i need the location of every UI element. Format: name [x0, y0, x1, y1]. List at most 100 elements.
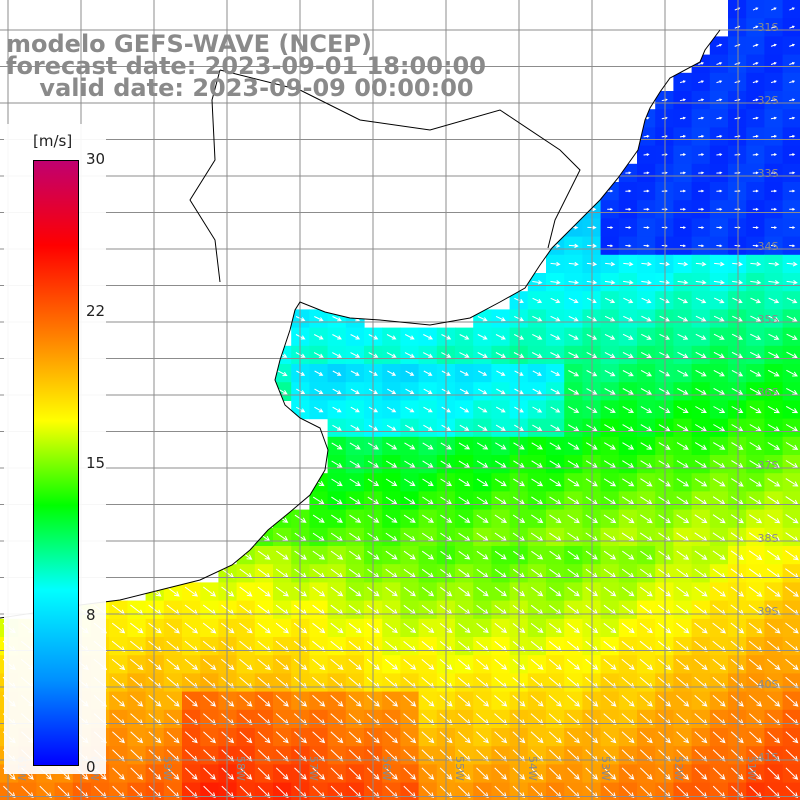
wind-arrow [694, 478, 708, 487]
wind-arrow [604, 406, 616, 413]
longitude-label: 56W [380, 756, 393, 781]
wind-arrow [332, 352, 343, 358]
wind-arrow [422, 478, 434, 487]
wind-arrow [713, 279, 725, 285]
wind-arrow [495, 442, 507, 450]
wind-arrow [621, 622, 635, 634]
wind-arrow [789, 7, 795, 11]
wind-arrow [698, 244, 705, 248]
wind-arrow [658, 767, 671, 780]
wind-arrow [550, 261, 561, 267]
wind-arrow [694, 514, 708, 524]
wind-arrow [494, 514, 507, 523]
wind-arrow [550, 297, 561, 304]
wind-arrow [789, 43, 796, 47]
wind-arrow [643, 189, 650, 193]
wind-arrow [331, 514, 343, 523]
wind-arrow [698, 171, 705, 175]
wind-arrow [312, 496, 325, 505]
wind-arrow [752, 153, 759, 156]
title-valid-date: valid date: 2023-09-09 00:00:00 [6, 74, 474, 102]
wind-arrow [275, 658, 290, 671]
wind-arrow [679, 116, 687, 120]
wind-arrow [661, 171, 668, 175]
wind-arrow [770, 43, 777, 47]
wind-arrow [567, 424, 580, 432]
wind-arrow [680, 207, 687, 211]
title-forecast-date: forecast date: 2023-09-01 18:00:00 [6, 52, 486, 80]
wind-arrow [404, 478, 416, 487]
wind-arrow [477, 406, 488, 413]
wind-arrow [770, 244, 778, 248]
wind-arrow [621, 731, 635, 744]
wind-arrow [313, 334, 324, 340]
wind-arrow [767, 731, 781, 744]
wind-arrow [786, 351, 798, 359]
wind-arrow [549, 514, 562, 524]
wind-arrow [494, 550, 507, 560]
wind-arrow [749, 478, 762, 487]
land-area [0, 0, 720, 618]
wind-arrow [603, 586, 617, 597]
wind-arrow [275, 622, 290, 634]
wind-arrow [568, 297, 579, 304]
wind-arrow [239, 731, 253, 744]
wind-arrow [752, 134, 759, 138]
wind-arrow [421, 586, 435, 597]
wind-arrow [731, 424, 744, 432]
wind-arrow [568, 261, 579, 267]
wind-arrow [386, 334, 397, 340]
wind-arrow [423, 370, 433, 376]
wind-arrow [661, 207, 668, 211]
wind-arrow [566, 659, 581, 670]
wind-arrow [386, 352, 397, 358]
wind-arrow [312, 550, 326, 560]
wind-arrow [532, 406, 543, 413]
wind-arrow [695, 315, 707, 322]
wind-arrow [458, 478, 471, 487]
wind-arrow [677, 315, 689, 322]
wind-arrow [752, 207, 759, 211]
wind-arrow [184, 658, 199, 671]
wind-arrow [550, 280, 561, 285]
wind-arrow [641, 333, 652, 340]
wind-arrow [550, 424, 561, 431]
wind-arrow [679, 98, 687, 102]
wind-arrow [748, 586, 763, 597]
wind-arrow [767, 387, 780, 395]
wind-arrow [714, 261, 725, 267]
wind-arrow [621, 586, 635, 597]
wind-arrow [676, 478, 690, 487]
wind-arrow [477, 352, 488, 358]
wind-arrow [622, 406, 635, 413]
wind-arrow [403, 659, 417, 670]
wind-arrow [313, 352, 324, 358]
wind-arrow [770, 134, 778, 138]
wind-arrow [404, 460, 416, 468]
wind-arrow [567, 550, 580, 560]
wind-arrow [457, 731, 471, 744]
wind-arrow [421, 550, 435, 560]
wind-arrow [716, 43, 723, 47]
longitude-label: 54W [526, 756, 539, 781]
wind-arrow [771, 7, 777, 11]
wind-arrow [621, 514, 635, 524]
wind-arrow [494, 586, 507, 597]
wind-arrow [550, 406, 561, 413]
wind-arrow [622, 442, 635, 450]
wind-arrow [332, 424, 342, 431]
wind-arrow [421, 623, 435, 634]
wind-arrow [348, 586, 362, 597]
wind-arrow [603, 695, 617, 707]
wind-arrow [184, 586, 199, 597]
wind-arrow [785, 442, 799, 450]
wind-arrow [712, 550, 726, 560]
wind-arrow [732, 280, 744, 285]
wind-arrow [766, 658, 781, 671]
wind-arrow [639, 586, 653, 597]
wind-arrow [477, 424, 488, 431]
wind-arrow [622, 424, 635, 432]
wind-arrow [768, 333, 780, 340]
wind-arrow [748, 658, 763, 671]
